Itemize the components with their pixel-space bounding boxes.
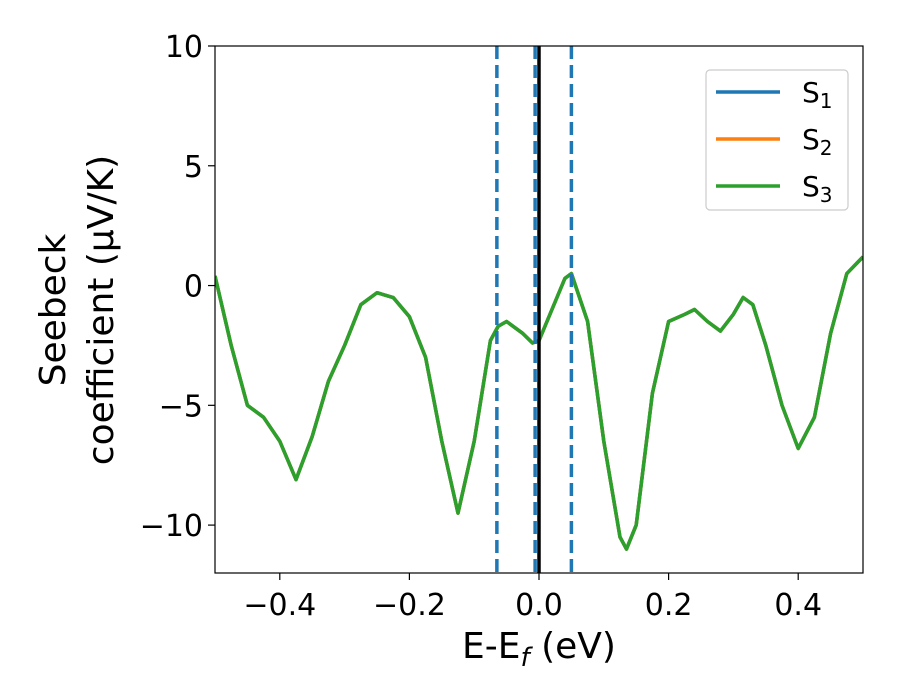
legend-sub: 3 xyxy=(820,183,833,207)
legend-part: S xyxy=(802,123,820,156)
x-tick-label: 0.2 xyxy=(645,588,693,623)
series-line xyxy=(215,255,863,551)
legend-sub: 1 xyxy=(820,89,833,113)
plot-area xyxy=(215,46,863,573)
x-tick-label: −0.2 xyxy=(373,588,446,623)
legend-label: S1 xyxy=(802,76,833,113)
y-tick-label: −10 xyxy=(140,509,203,544)
y-tick-label: 5 xyxy=(184,150,203,185)
legend-part: S xyxy=(802,170,820,203)
y-tick-label: 0 xyxy=(184,270,203,305)
y-tick-label: −5 xyxy=(159,389,203,424)
y-tick-label: 10 xyxy=(165,30,203,65)
legend-part: S xyxy=(802,76,820,109)
y-axis-label: coefficient (μV/K) xyxy=(81,155,122,465)
y-axis-label: Seebeck xyxy=(33,233,74,386)
axes-frame xyxy=(214,45,864,574)
x-tick-label: 0.4 xyxy=(774,588,822,623)
legend-label: S2 xyxy=(802,123,833,160)
x-label-part: (eV) xyxy=(530,626,616,667)
legend-sub: 2 xyxy=(820,136,833,160)
x-axis-label: E-Ef (eV) xyxy=(462,626,616,673)
x-tick-label: 0.0 xyxy=(515,588,563,623)
legend-label: S3 xyxy=(802,170,833,207)
x-tick-label: −0.4 xyxy=(243,588,316,623)
x-label-part: E-E xyxy=(462,626,520,667)
